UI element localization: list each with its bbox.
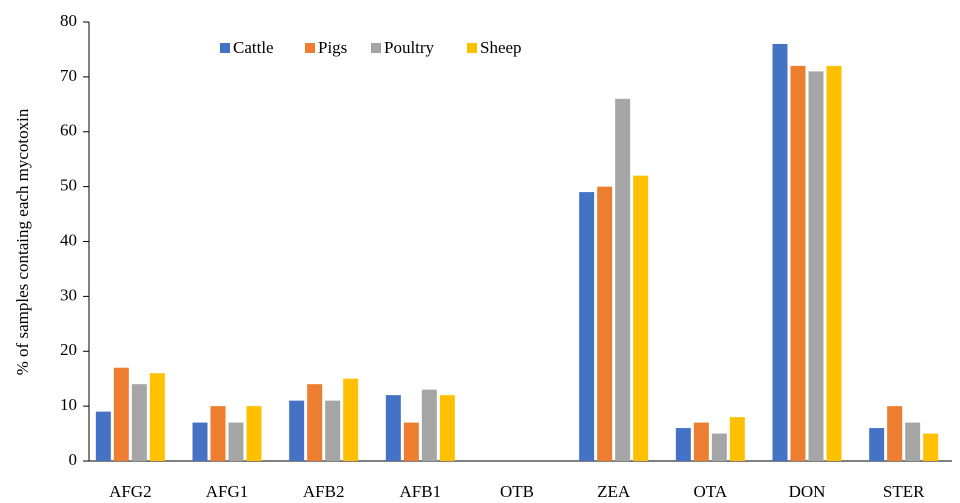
x-tick-label: DON [789, 482, 826, 501]
legend-swatch [467, 43, 477, 53]
bar [228, 422, 244, 461]
bar [923, 433, 939, 461]
bar [439, 395, 455, 461]
legend-swatch [220, 43, 230, 53]
bar [808, 71, 824, 461]
bar [790, 65, 806, 462]
bar [869, 428, 885, 461]
bar [325, 400, 341, 461]
legend-label: Sheep [480, 38, 522, 57]
legend-swatch [305, 43, 315, 53]
legend-swatch [371, 43, 381, 53]
bar [729, 417, 745, 461]
bar [131, 384, 147, 461]
legend-label: Pigs [318, 38, 347, 57]
bar [887, 406, 903, 461]
bar [192, 422, 208, 461]
x-tick-label: OTB [500, 482, 534, 501]
bar [95, 411, 111, 461]
bar [693, 422, 709, 461]
y-tick-label: 30 [60, 285, 77, 304]
bar [385, 395, 401, 461]
bar [289, 400, 305, 461]
bar [579, 192, 595, 462]
y-tick-label: 80 [60, 11, 77, 30]
y-tick-label: 0 [69, 450, 78, 469]
y-tick-label: 50 [60, 176, 77, 195]
x-tick-label: AFB1 [400, 482, 442, 501]
bar [210, 406, 226, 461]
bar [307, 384, 323, 461]
bar [711, 433, 727, 461]
y-tick-label: 60 [60, 121, 77, 140]
y-axis-label: % of samples containg each mycotoxin [13, 108, 32, 375]
bar [633, 175, 649, 461]
bar [113, 367, 129, 461]
x-tick-label: AFB2 [303, 482, 345, 501]
y-tick-label: 70 [60, 66, 77, 85]
bar [149, 373, 165, 461]
bar [826, 65, 842, 462]
bar [597, 186, 613, 461]
y-tick-label: 10 [60, 395, 77, 414]
bar [772, 43, 788, 461]
y-tick-label: 20 [60, 340, 77, 359]
bar [615, 98, 631, 461]
bar [246, 406, 262, 461]
x-tick-label: OTA [694, 482, 728, 501]
bar [421, 389, 437, 461]
y-tick-label: 40 [60, 230, 77, 249]
bar [403, 422, 419, 461]
legend-label: Poultry [384, 38, 435, 57]
legend-label: Cattle [233, 38, 274, 57]
bar [675, 428, 691, 461]
x-tick-label: ZEA [597, 482, 631, 501]
x-tick-label: STER [883, 482, 925, 501]
x-tick-label: AFG1 [206, 482, 249, 501]
bar [343, 378, 359, 461]
bar [905, 422, 921, 461]
x-tick-label: AFG2 [109, 482, 152, 501]
